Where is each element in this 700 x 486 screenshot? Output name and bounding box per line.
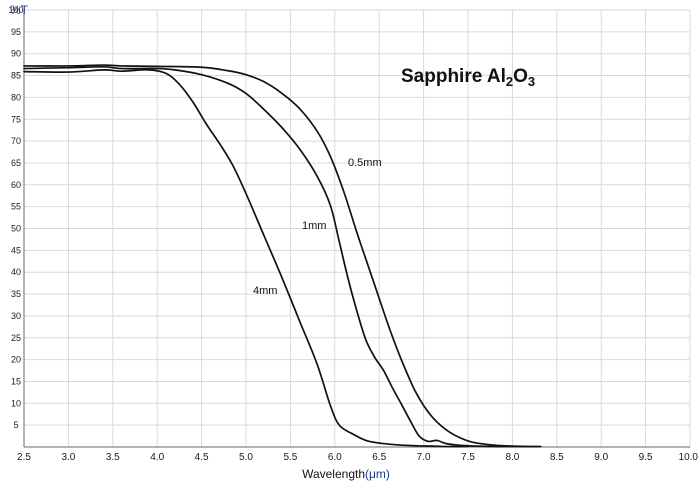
y-tick-label: 35 xyxy=(11,289,21,299)
series-label-0-5mm: 0.5mm xyxy=(348,157,382,169)
y-tick-label: 10 xyxy=(11,398,21,408)
x-tick-label: 8.5 xyxy=(550,452,564,463)
x-tick-label: 8.0 xyxy=(505,452,519,463)
y-tick-label: 95 xyxy=(11,27,21,37)
y-tick-label: 40 xyxy=(11,267,21,277)
x-axis-label-text: Wavelength xyxy=(302,467,365,481)
y-tick-label: 100 xyxy=(8,5,23,15)
grid xyxy=(24,9,691,447)
x-tick-label: 5.0 xyxy=(239,452,253,463)
x-tick-label: 3.0 xyxy=(61,452,75,463)
y-tick-label: 85 xyxy=(11,71,21,81)
x-tick-label: 3.5 xyxy=(106,452,120,463)
x-tick-label: 7.5 xyxy=(461,452,475,463)
series-label-1mm: 1mm xyxy=(302,220,326,232)
x-axis-label-unit: (μm) xyxy=(365,467,390,481)
x-tick-labels: 2.5 3.0 3.5 4.0 4.5 5.0 5.5 6.0 6.5 7.0 7.5 8.0 8.5 9… xyxy=(17,452,698,463)
x-tick-label: 7.0 xyxy=(417,452,431,463)
y-tick-label: 50 xyxy=(11,224,21,234)
y-tick-label: 70 xyxy=(11,136,21,146)
x-tick-label: 4.0 xyxy=(150,452,164,463)
y-tick-label: 30 xyxy=(11,311,21,321)
x-tick-label: 4.5 xyxy=(195,452,209,463)
axes xyxy=(23,10,690,448)
x-tick-label: 9.5 xyxy=(639,452,653,463)
y-tick-label: 80 xyxy=(11,92,21,102)
x-tick-label: 6.5 xyxy=(372,452,386,463)
y-tick-label: 65 xyxy=(11,158,21,168)
y-tick-label: 5 xyxy=(13,420,18,430)
chart-title-oxygen: O xyxy=(513,66,528,87)
y-tick-label: 20 xyxy=(11,355,21,365)
series-label-4mm: 4mm xyxy=(253,285,277,297)
series-line-4mm xyxy=(23,68,469,448)
x-tick-label: 2.5 xyxy=(17,452,31,463)
y-tick-label: 60 xyxy=(11,180,21,190)
series xyxy=(23,64,542,448)
y-tick-label: 75 xyxy=(11,114,21,124)
series-line-0-5mm xyxy=(23,64,542,448)
y-tick-label: 45 xyxy=(11,245,21,255)
x-tick-label: 5.5 xyxy=(283,452,297,463)
y-tick-label: 15 xyxy=(11,376,21,386)
x-tick-label: 10.0 xyxy=(679,452,699,463)
y-tick-label: 55 xyxy=(11,202,21,212)
y-axis-label: %T xyxy=(10,3,29,17)
chart-title-subscript-3: 3 xyxy=(528,74,535,89)
x-tick-label: 6.0 xyxy=(328,452,342,463)
x-axis-label: Wavelength(μm) xyxy=(302,467,390,481)
chart-title-main: Sapphire Al xyxy=(401,66,506,87)
y-tick-label: 25 xyxy=(11,333,21,343)
y-tick-label: 90 xyxy=(11,49,21,59)
x-tick-label: 9.0 xyxy=(594,452,608,463)
series-line-1mm xyxy=(23,65,540,448)
chart-title: Sapphire Al2O3 xyxy=(401,66,535,89)
chart-title-subscript-2: 2 xyxy=(506,74,513,89)
y-tick-labels: 5 10 15 20 25 30 35 40 45 50 55 60 65 70 75 80 85 90 95 100 xyxy=(8,5,23,430)
